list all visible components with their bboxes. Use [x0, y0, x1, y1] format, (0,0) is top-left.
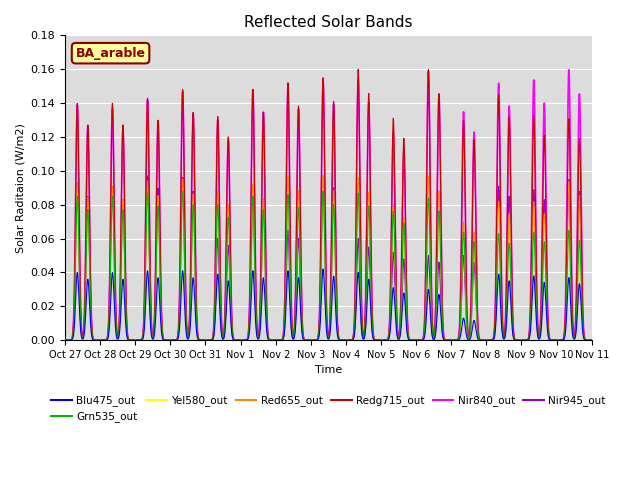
Nir840_out — [61, 337, 69, 343]
Nir945_out — [541, 222, 549, 228]
Redg715_out — [481, 337, 489, 343]
Red655_out — [481, 337, 489, 343]
Blu475_out — [541, 289, 549, 295]
Grn535_out — [541, 256, 549, 262]
Yel580_out — [355, 200, 363, 206]
Grn535_out — [208, 337, 216, 343]
Blu475_out — [344, 337, 351, 343]
Redg715_out — [556, 337, 564, 343]
Red655_out — [556, 337, 564, 343]
Blu475_out — [319, 266, 327, 272]
Redg715_out — [344, 337, 351, 343]
Nir945_out — [588, 337, 596, 343]
Redg715_out — [208, 337, 216, 343]
Nir945_out — [319, 173, 327, 179]
Yel580_out — [208, 337, 216, 343]
Line: Redg715_out: Redg715_out — [65, 69, 592, 340]
Redg715_out — [355, 93, 363, 99]
Line: Nir840_out: Nir840_out — [65, 70, 592, 340]
Grn535_out — [319, 188, 327, 194]
Yel580_out — [344, 337, 351, 343]
Blu475_out — [556, 337, 564, 343]
Line: Blu475_out: Blu475_out — [65, 269, 592, 340]
Yel580_out — [556, 337, 564, 343]
Yel580_out — [541, 237, 549, 243]
Red655_out — [541, 233, 549, 239]
Redg715_out — [61, 337, 69, 343]
Redg715_out — [355, 66, 362, 72]
Nir840_out — [344, 337, 351, 343]
Nir945_out — [355, 246, 363, 252]
Nir840_out — [556, 337, 564, 343]
Line: Nir945_out: Nir945_out — [65, 176, 592, 340]
X-axis label: Time: Time — [315, 365, 342, 375]
Nir945_out — [61, 337, 69, 343]
Blu475_out — [588, 337, 596, 343]
Nir840_out — [355, 89, 363, 95]
Red655_out — [284, 173, 292, 179]
Nir945_out — [344, 337, 351, 343]
Blu475_out — [355, 276, 363, 282]
Nir945_out — [208, 337, 216, 343]
Grn535_out — [61, 337, 69, 343]
Blu475_out — [481, 337, 489, 343]
Line: Grn535_out: Grn535_out — [65, 191, 592, 340]
Red655_out — [355, 191, 363, 197]
Red655_out — [61, 337, 69, 343]
Blu475_out — [208, 337, 216, 343]
Yel580_out — [61, 337, 69, 343]
Text: BA_arable: BA_arable — [76, 47, 145, 60]
Nir945_out — [556, 337, 564, 343]
Nir840_out — [541, 126, 549, 132]
Title: Reflected Solar Bands: Reflected Solar Bands — [244, 15, 413, 30]
Nir945_out — [481, 337, 489, 343]
Yel580_out — [319, 185, 327, 191]
Nir840_out — [588, 337, 596, 343]
Grn535_out — [355, 204, 363, 210]
Nir840_out — [565, 67, 573, 72]
Line: Red655_out: Red655_out — [65, 176, 592, 340]
Y-axis label: Solar Raditaion (W/m2): Solar Raditaion (W/m2) — [15, 123, 25, 252]
Red655_out — [344, 337, 351, 343]
Yel580_out — [481, 337, 489, 343]
Redg715_out — [541, 168, 549, 174]
Line: Yel580_out: Yel580_out — [65, 188, 592, 340]
Red655_out — [208, 337, 216, 343]
Grn535_out — [588, 337, 596, 343]
Nir840_out — [208, 337, 216, 343]
Grn535_out — [481, 337, 489, 343]
Red655_out — [588, 337, 596, 343]
Yel580_out — [588, 337, 596, 343]
Grn535_out — [556, 337, 564, 343]
Redg715_out — [588, 337, 596, 343]
Nir840_out — [481, 337, 489, 343]
Blu475_out — [61, 337, 69, 343]
Grn535_out — [344, 337, 351, 343]
Legend: Blu475_out, Grn535_out, Yel580_out, Red655_out, Redg715_out, Nir840_out, Nir945_: Blu475_out, Grn535_out, Yel580_out, Red6… — [47, 391, 610, 427]
